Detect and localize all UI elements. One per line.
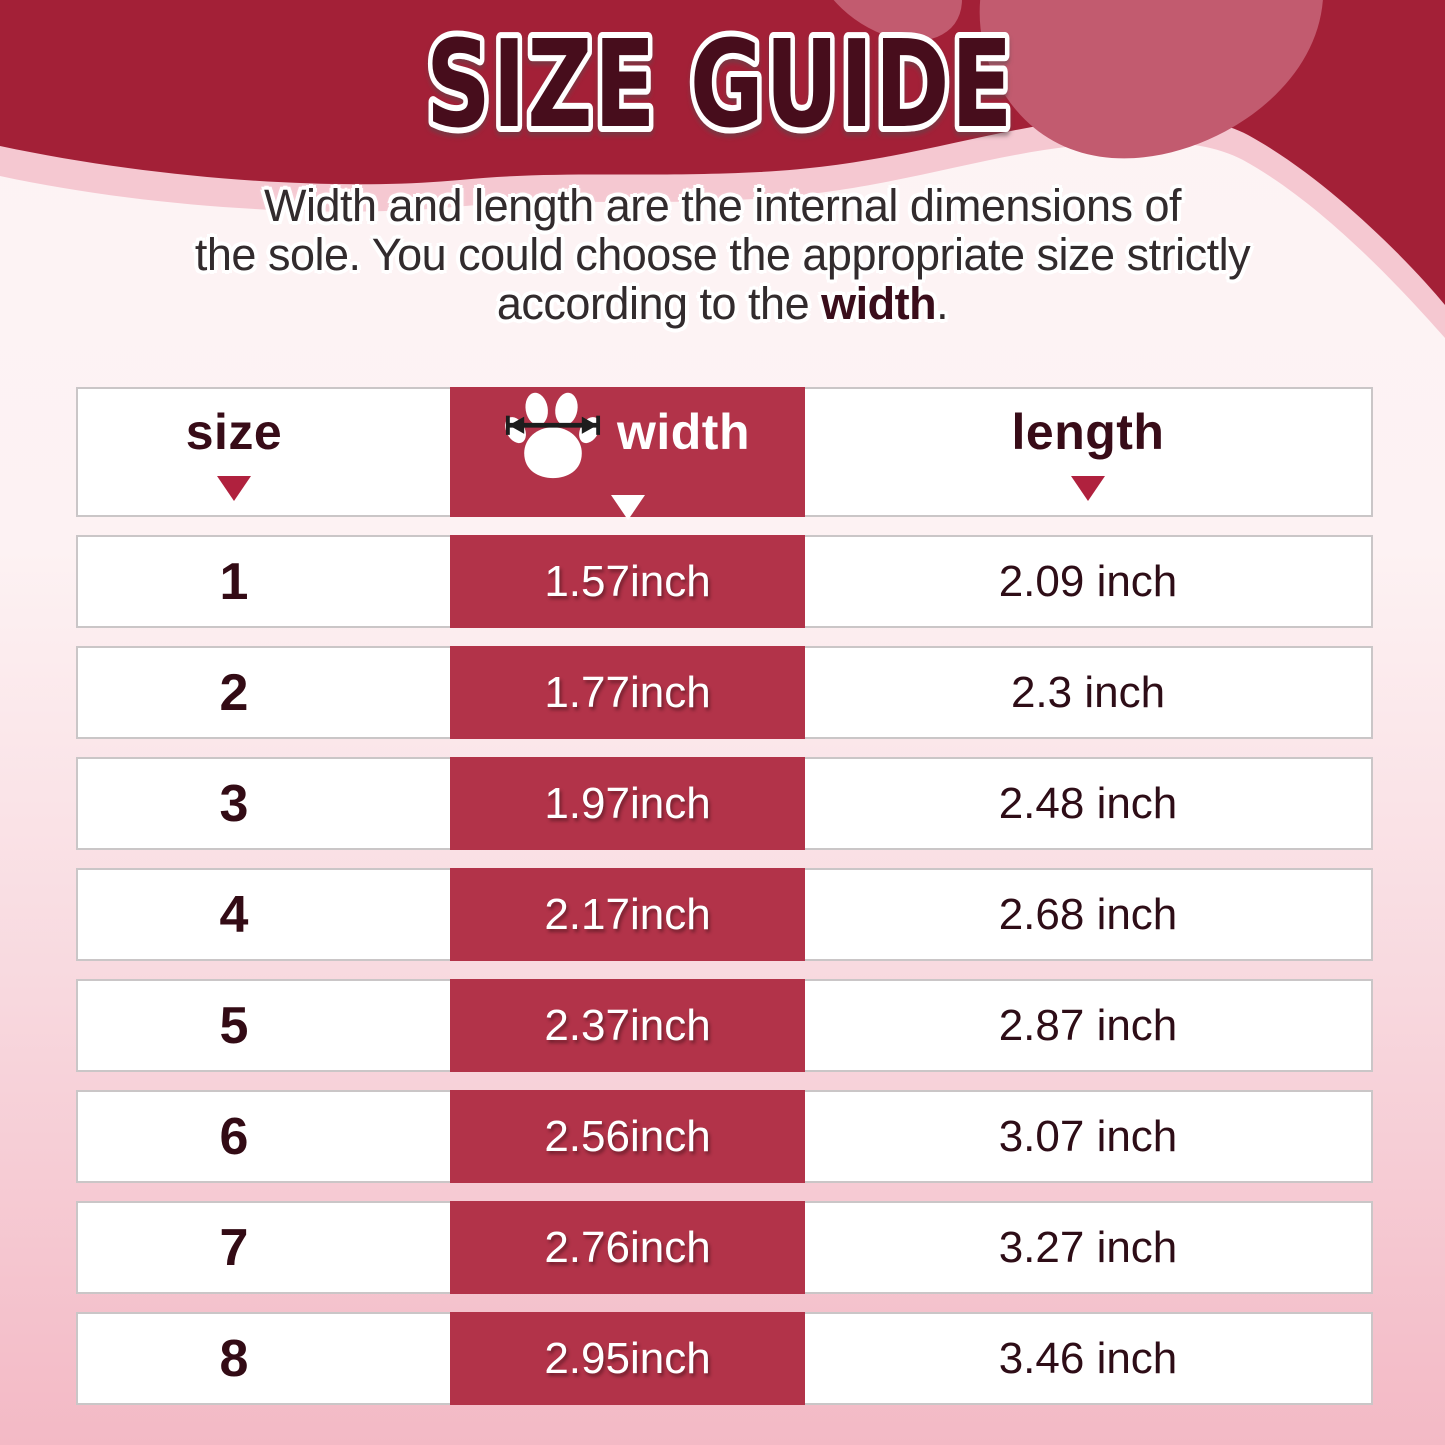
description-line: Width and length are the internal dimens…: [263, 180, 1182, 231]
size-cell: 1: [48, 537, 420, 626]
length-cell: 2.68 inch: [805, 870, 1371, 959]
length-value: 3.27 inch: [998, 1222, 1178, 1272]
width-cell: 1.97inch: [450, 759, 805, 848]
length-cell: 2.3 inch: [805, 648, 1371, 737]
length-cell: 2.87 inch: [805, 981, 1371, 1070]
size-value: 1: [219, 552, 249, 611]
triangle-down-icon: [1071, 476, 1105, 501]
size-value: 6: [219, 1107, 249, 1166]
description-line: the sole. You could choose the appropria…: [194, 229, 1251, 280]
length-value: 3.07 inch: [998, 1111, 1178, 1161]
size-cell: 6: [48, 1092, 420, 1181]
length-value: 3.46 inch: [998, 1333, 1178, 1383]
width-column-stripe: [450, 1312, 805, 1405]
length-cell: 3.07 inch: [805, 1092, 1371, 1181]
width-column-stripe: [450, 868, 805, 961]
width-column-stripe: [450, 1201, 805, 1294]
width-column-stripe: [450, 646, 805, 739]
table-row-size-7: 7 2.76inch 3.27 inch: [76, 1201, 1373, 1294]
length-cell: 3.46 inch: [805, 1314, 1371, 1403]
length-value: 2.09 inch: [998, 556, 1178, 606]
length-value: 2.87 inch: [998, 1000, 1178, 1050]
width-emphasis: width: [821, 278, 937, 329]
column-header-width: width: [450, 389, 805, 520]
size-table: size width: [76, 387, 1373, 1405]
description-line: according to the width.: [496, 278, 949, 329]
length-cell: 2.48 inch: [805, 759, 1371, 848]
size-cell: 8: [48, 1314, 420, 1403]
table-row-size-8: 8 2.95inch 3.46 inch: [76, 1312, 1373, 1405]
width-cell: 1.57inch: [450, 537, 805, 626]
size-value: 2: [219, 663, 249, 722]
size-value: 3: [219, 774, 249, 833]
page-title: SIZE GUIDE: [426, 16, 1014, 155]
width-value: 2.17inch: [544, 889, 711, 939]
length-cell: 3.27 inch: [805, 1203, 1371, 1292]
length-column-label: length: [1011, 404, 1165, 460]
table-row-size-5: 5 2.37inch 2.87 inch: [76, 979, 1373, 1072]
width-column-label: width: [616, 404, 751, 460]
description: Width and length are the internal dimens…: [0, 181, 1445, 328]
table-row-size-1: 1 1.57inch 2.09 inch: [76, 535, 1373, 628]
size-cell: 3: [48, 759, 420, 848]
column-header-size: size: [48, 389, 420, 515]
table-row-size-2: 2 1.77inch 2.3 inch: [76, 646, 1373, 739]
width-cell: 1.77inch: [450, 648, 805, 737]
width-value: 1.77inch: [544, 667, 711, 717]
width-value: 1.57inch: [544, 556, 711, 606]
size-cell: 2: [48, 648, 420, 737]
table-row-size-3: 3 1.97inch 2.48 inch: [76, 757, 1373, 850]
size-value: 7: [219, 1218, 249, 1277]
size-cell: 7: [48, 1203, 420, 1292]
table-row-size-4: 4 2.17inch 2.68 inch: [76, 868, 1373, 961]
size-cell: 5: [48, 981, 420, 1070]
width-column-stripe: [450, 979, 805, 1072]
triangle-down-icon: [217, 476, 251, 501]
table-header-row: size width: [76, 387, 1373, 520]
length-value: 2.48 inch: [998, 778, 1178, 828]
width-column-stripe: [450, 1090, 805, 1183]
width-value: 2.76inch: [544, 1222, 711, 1272]
length-cell: 2.09 inch: [805, 537, 1371, 626]
width-cell: 2.56inch: [450, 1092, 805, 1181]
length-value: 2.3 inch: [1010, 667, 1166, 717]
double-arrow-horizontal-icon: [505, 415, 601, 435]
size-cell: 4: [48, 870, 420, 959]
width-value: 1.97inch: [544, 778, 711, 828]
paw-measure-icon: [505, 384, 601, 480]
column-header-length: length: [805, 389, 1371, 515]
size-value: 8: [219, 1329, 249, 1388]
width-column-stripe: [450, 757, 805, 850]
width-value: 2.95inch: [544, 1333, 711, 1383]
length-value: 2.68 inch: [998, 889, 1178, 939]
width-cell: 2.95inch: [450, 1314, 805, 1403]
width-value: 2.56inch: [544, 1111, 711, 1161]
header-banner: SIZE GUIDE: [0, 0, 1445, 338]
width-cell: 2.76inch: [450, 1203, 805, 1292]
triangle-down-icon: [610, 495, 645, 520]
size-value: 4: [219, 885, 249, 944]
width-cell: 2.17inch: [450, 870, 805, 959]
width-cell: 2.37inch: [450, 981, 805, 1070]
table-row-size-6: 6 2.56inch 3.07 inch: [76, 1090, 1373, 1183]
width-column-stripe: [450, 535, 805, 628]
width-value: 2.37inch: [544, 1000, 711, 1050]
size-value: 5: [219, 996, 249, 1055]
size-column-label: size: [185, 404, 283, 460]
